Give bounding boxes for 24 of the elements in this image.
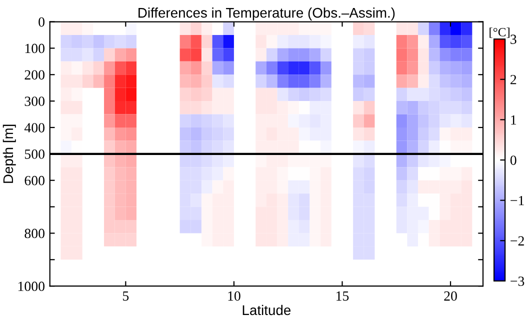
chart-title: Differences in Temperature (Obs.–Assim.) [138,8,395,20]
x-tick-label: 5 [123,291,129,301]
x-tick-label: 20 [444,291,457,301]
color-bar-label: −1 [510,196,524,206]
color-bar-label: 2 [510,74,516,84]
color-bar-label: −3 [510,276,524,286]
x-tick-label: 15 [336,291,349,301]
y-tick-label: 600 [24,176,44,186]
x-axis-title: Latitude [242,304,291,316]
y-tick-label: 400 [24,123,44,132]
y-tick-label: 300 [24,96,44,106]
color-bar-title: [°C] [490,28,510,38]
y-tick-label: 100 [25,44,44,54]
y-tick-label: 800 [24,228,44,238]
x-tick-label: 10 [228,291,240,301]
color-bar-label: 3 [510,34,516,44]
y-tick-label: 500 [24,150,44,159]
color-bar-label: 0 [510,156,516,165]
y-tick-label: 1000 [18,282,44,292]
color-bar-label: 1 [511,115,516,124]
y-axis-title: Depth [m] [2,124,16,183]
y-tick-label: 0 [38,17,44,27]
y-tick-label: 200 [24,70,44,80]
color-bar-label: −2 [510,236,524,246]
